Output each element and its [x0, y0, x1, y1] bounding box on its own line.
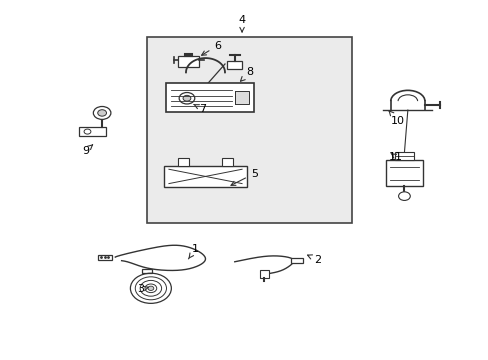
Text: 4: 4	[238, 15, 245, 32]
Text: 10: 10	[388, 111, 404, 126]
Bar	[227, 61, 242, 69]
Bar	[163, 166, 246, 187]
Bar	[98, 255, 112, 260]
Bar	[177, 158, 189, 166]
Text: 7: 7	[194, 104, 206, 114]
Bar	[79, 127, 105, 136]
Bar	[290, 258, 303, 263]
Bar	[142, 269, 152, 273]
Bar	[394, 152, 413, 160]
Text: 8: 8	[240, 67, 252, 81]
Bar	[385, 160, 422, 186]
Text: 3: 3	[137, 284, 148, 294]
Circle shape	[398, 192, 409, 201]
Bar	[234, 91, 249, 104]
Text: 2: 2	[307, 255, 321, 265]
Text: 1: 1	[188, 244, 199, 259]
Circle shape	[183, 95, 190, 101]
Bar	[177, 56, 199, 67]
Bar	[147, 37, 351, 223]
Circle shape	[93, 107, 111, 120]
Bar	[221, 158, 233, 166]
Circle shape	[84, 129, 91, 134]
Text: 11: 11	[388, 152, 402, 162]
Circle shape	[179, 93, 194, 104]
Circle shape	[148, 286, 154, 291]
Circle shape	[98, 110, 106, 116]
Text: 9: 9	[82, 145, 92, 156]
Bar	[166, 83, 254, 112]
Text: 5: 5	[230, 168, 257, 185]
Text: 6: 6	[201, 41, 221, 55]
Bar	[260, 270, 268, 278]
